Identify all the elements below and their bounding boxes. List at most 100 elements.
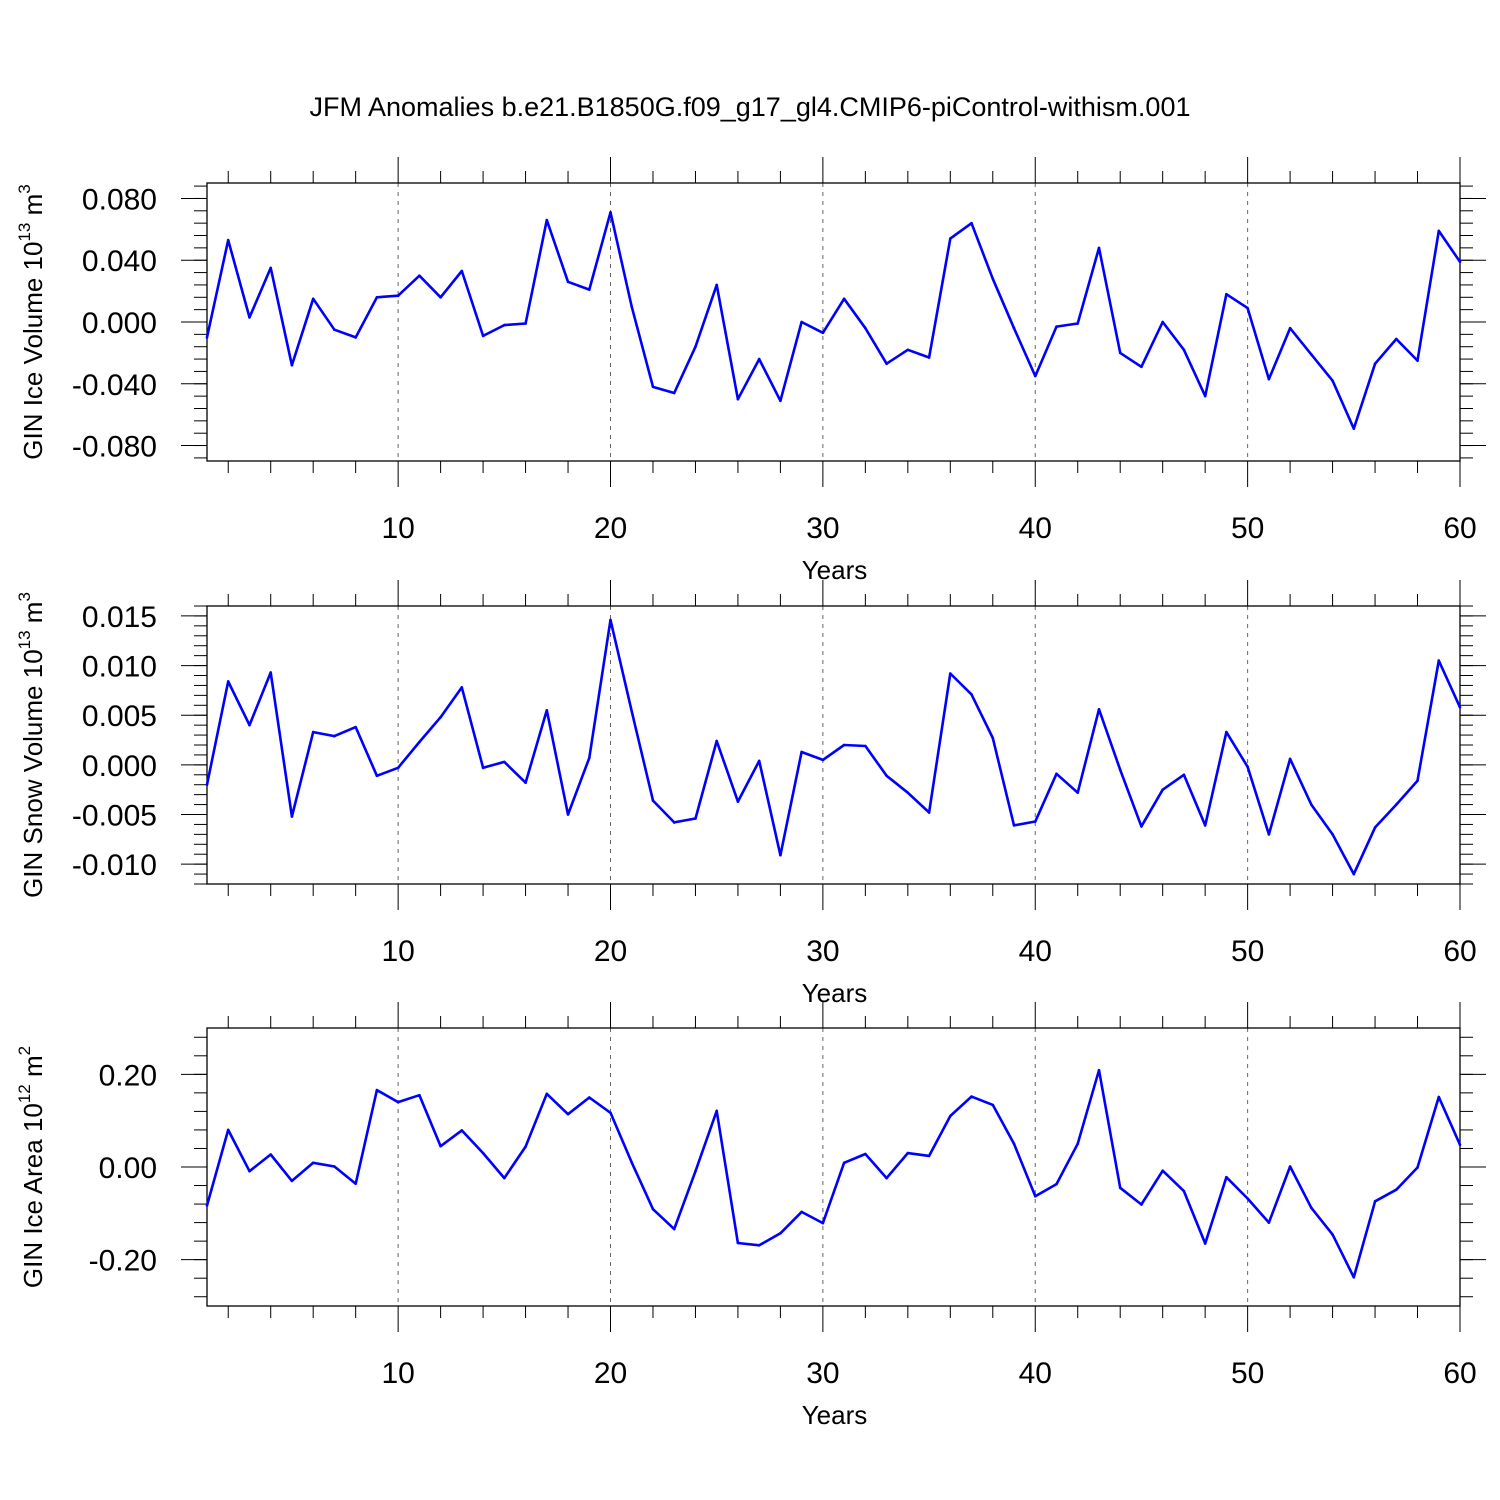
ice-area-x-tick-label: 30 [806,1357,839,1390]
ice-area-data-point [842,1161,846,1165]
ice-volume-data-point [1437,229,1441,233]
ice-area-data-point [821,1221,825,1225]
snow-volume-y-tick-label: -0.010 [72,849,157,882]
ice-volume-data-point [269,266,273,270]
snow-volume-y-tick-label: 0.000 [82,750,157,783]
ice-area-plot-frame [206,1027,1461,1307]
ice-area-data-point [906,1151,910,1155]
snow-volume-data-point [311,730,315,734]
ice-volume-plot-frame [206,182,1461,462]
snow-volume-data-point [651,799,655,802]
ice-area-data-point [885,1176,888,1180]
snow-volume-data-point [885,774,888,778]
ice-volume-data-point [864,326,867,330]
ice-area-data-point [545,1092,549,1096]
ice-volume-x-axis-title: Years [802,555,868,585]
ice-volume-data-point [226,238,230,242]
ice-volume-x-tick-label: 40 [1019,512,1052,545]
ice-volume-data-point [885,362,888,366]
ice-volume-data-point [757,357,761,361]
ice-volume-data-point [715,283,718,287]
ice-volume-data-point [1394,337,1398,341]
ice-volume-data-point [1416,359,1419,362]
ice-volume-data-point [290,363,294,367]
ice-volume-x-tick-label: 60 [1443,512,1476,545]
snow-volume-data-point [1033,820,1037,823]
ice-volume-data-point [1033,374,1037,378]
ice-area-data-point [1118,1186,1122,1190]
snow-volume-x-axis-title: Years [802,978,868,1008]
chart-title: JFM Anomalies b.e21.B1850G.f09_g17_gl4.C… [309,92,1191,122]
snow-volume-data-point [1140,825,1143,828]
snow-volume-data-point [630,709,634,713]
ice-volume-data-point [418,274,421,277]
ice-area-data-point [1310,1206,1313,1210]
snow-volume-data-point [1458,705,1462,709]
snow-volume-data-point [1331,833,1334,836]
snow-volume-data-point [1267,833,1271,836]
ice-volume-data-point [800,320,803,324]
ice-area-data-point [1458,1143,1462,1147]
ice-area-data-point [1352,1275,1356,1279]
snow-volume-data-point [821,758,825,762]
ice-area-data-point [587,1096,591,1099]
snow-volume-x-tick-label: 40 [1019,935,1052,968]
snow-volume-data-point [672,821,676,824]
ice-volume-data-point [481,334,485,338]
ice-volume-data-point [248,316,251,319]
ice-area-data-point [418,1093,421,1097]
ice-volume-data-point [545,218,549,222]
ice-area-data-point [290,1179,294,1183]
ice-volume-data-point [1203,394,1207,398]
ice-area-data-point [354,1182,357,1185]
ice-volume-data-point [439,295,442,299]
ice-area-data-point [226,1128,230,1132]
ice-area-data-point [1097,1068,1101,1072]
snow-volume-data-point [226,680,230,683]
ice-area-data-point [1033,1194,1037,1198]
ice-area-data-point [1182,1189,1186,1193]
ice-area-data-point [269,1153,273,1156]
ice-area-data-point [991,1103,995,1107]
ice-volume-panel: 10 20 30 40 50 60 Years -0.080 -0.040 0.000 0.040 0… [15,157,1486,585]
snow-volume-x-tick-label: 10 [381,935,414,968]
ice-volume-data-point [1458,260,1462,264]
snow-volume-x-tick-label: 30 [806,935,839,968]
ice-volume-y-tick-label: 0.080 [82,183,157,216]
ice-area-data-point [800,1210,803,1214]
ice-volume-data-point [1182,348,1186,352]
ice-volume-data-point [1140,365,1143,369]
ice-area-data-point [524,1145,527,1148]
snow-volume-data-point [290,815,294,818]
ice-volume-data-point [333,328,336,332]
snow-volume-data-point [1394,803,1398,806]
snow-volume-data-point [460,686,464,689]
ice-area-data-point [1140,1203,1143,1206]
ice-volume-x-tick-label: 30 [806,512,839,545]
ice-area-data-point [1394,1188,1398,1192]
snow-volume-data-point [375,774,379,778]
snow-volume-data-point [1012,824,1016,827]
snow-volume-y-axis-title: GIN Snow Volume 1013 m3 [15,592,48,898]
snow-volume-y-tick-label: 0.010 [82,651,157,684]
snow-volume-data-point [1373,826,1377,829]
ice-volume-data-point [1012,326,1016,330]
ice-area-data-point [396,1100,400,1104]
ice-area-data-point [439,1144,442,1148]
ice-area-data-point [949,1114,952,1118]
ice-area-data-point [481,1151,485,1155]
ice-volume-data-point [949,237,952,240]
snow-volume-data-point [842,743,846,747]
ice-volume-data-point [1373,362,1377,366]
ice-volume-data-point [503,323,506,327]
ice-area-data-point [1246,1197,1249,1200]
snow-volume-data-point [1203,824,1207,827]
ice-volume-data-point [1055,325,1058,328]
ice-area-data-point [630,1161,634,1164]
ice-volume-data-point [694,345,697,349]
ice-volume-y-tick-label: 0.000 [82,307,157,340]
snow-volume-data-point [736,800,740,803]
ice-area-data-point [375,1088,379,1092]
snow-volume-data-point [269,671,273,674]
